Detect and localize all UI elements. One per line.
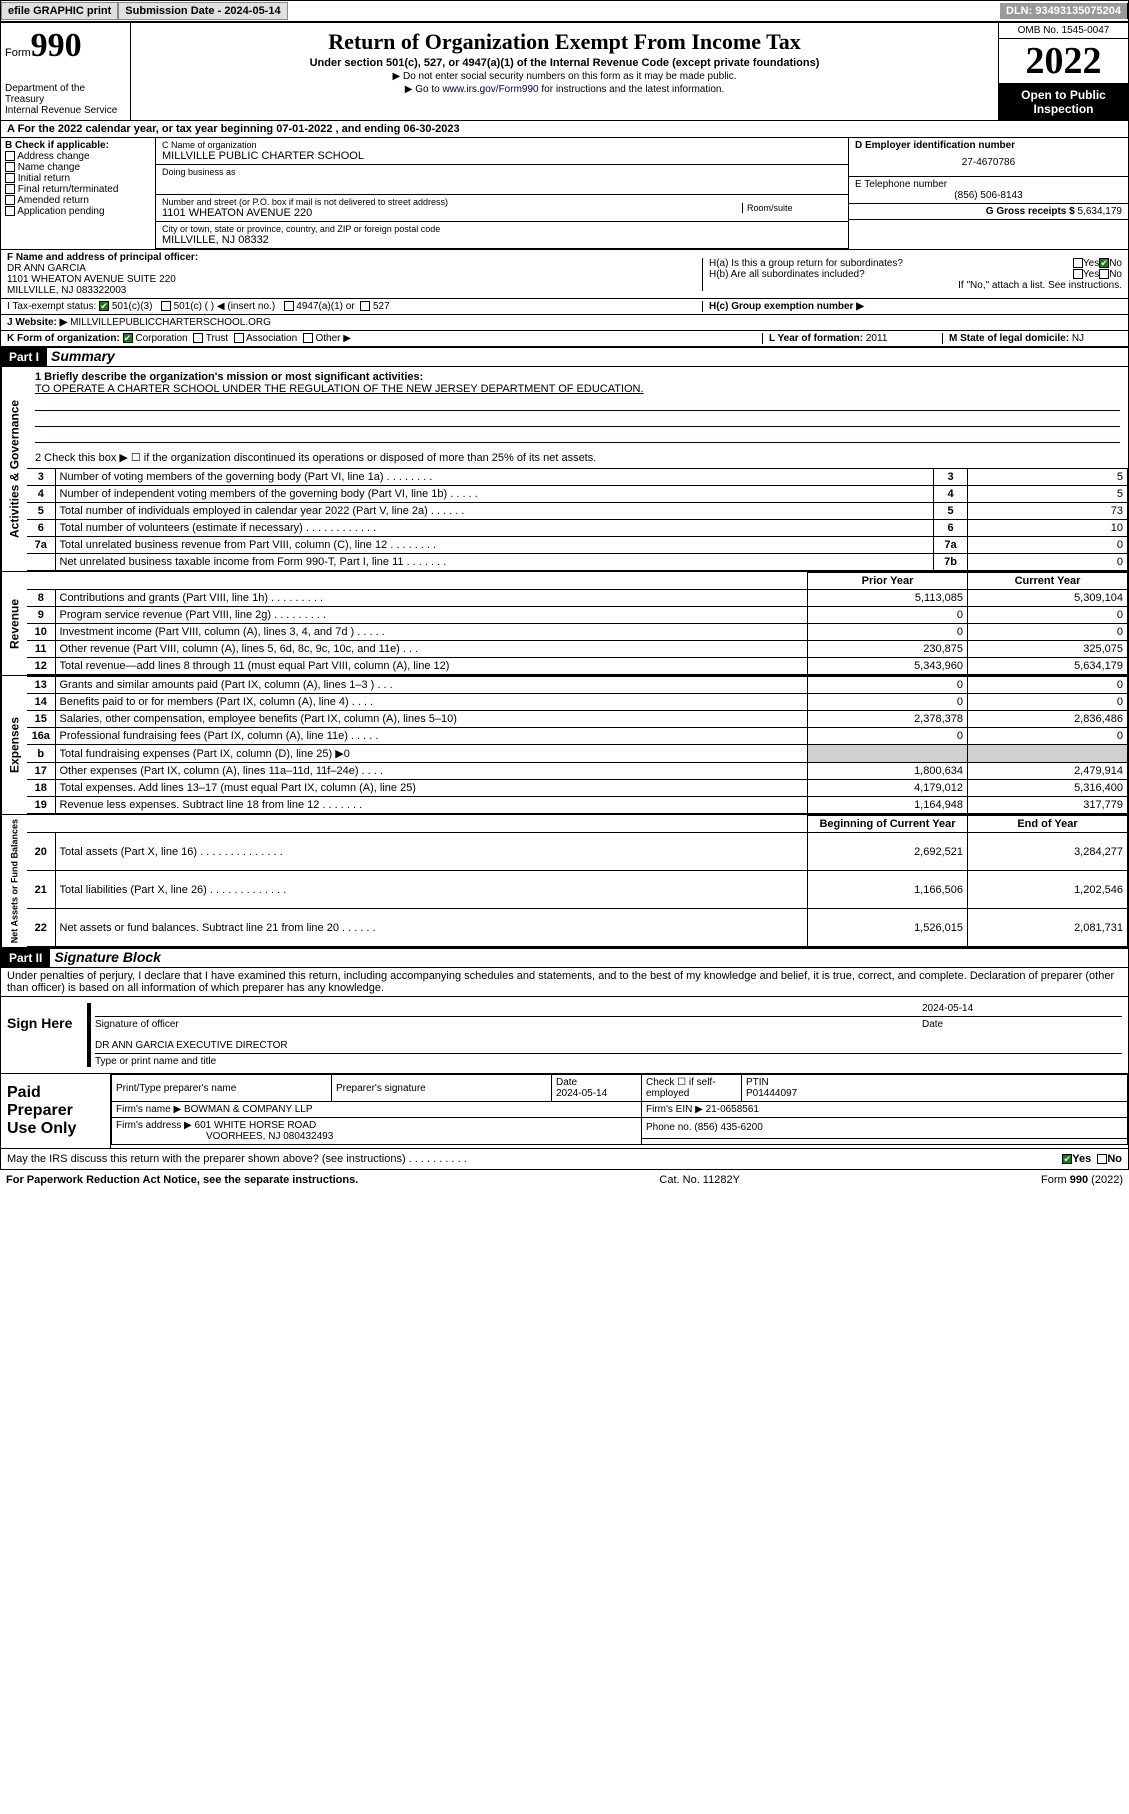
block-b: B Check if applicable: Address change Na… bbox=[1, 138, 156, 249]
irs-link[interactable]: www.irs.gov/Form990 bbox=[442, 84, 538, 95]
part-ii-header: Part IISignature Block bbox=[1, 949, 1128, 967]
paid-preparer-block: Paid Preparer Use Only Print/Type prepar… bbox=[1, 1074, 1128, 1149]
omb-number: OMB No. 1545-0047 bbox=[999, 23, 1128, 39]
row-j: J Website: ▶ MILLVILLEPUBLICCHARTERSCHOO… bbox=[1, 314, 1128, 330]
hb-yes[interactable] bbox=[1073, 269, 1083, 279]
submission-date: Submission Date - 2024-05-14 bbox=[118, 2, 287, 20]
sig-date-val: 2024-05-14 bbox=[922, 1003, 1122, 1014]
org-address: 1101 WHEATON AVENUE 220 bbox=[162, 207, 742, 219]
section-net-assets: Net Assets or Fund Balances bbox=[1, 815, 27, 947]
firm-addr1: 601 WHITE HORSE ROAD bbox=[195, 1120, 317, 1131]
hb-no[interactable] bbox=[1099, 269, 1109, 279]
form-title: Return of Organization Exempt From Incom… bbox=[135, 29, 994, 55]
form-subtitle: Under section 501(c), 527, or 4947(a)(1)… bbox=[135, 57, 994, 69]
phone: (856) 506-8143 bbox=[855, 190, 1122, 201]
discuss-no[interactable] bbox=[1097, 1154, 1107, 1164]
open-inspection: Open to Public Inspection bbox=[999, 84, 1128, 120]
dept-treasury: Department of the Treasury Internal Reve… bbox=[5, 83, 126, 116]
block-right: D Employer identification number27-46707… bbox=[848, 138, 1128, 249]
efile-button[interactable]: efile GRAPHIC print bbox=[1, 2, 118, 20]
dln: DLN: 93493135075204 bbox=[1000, 3, 1128, 19]
mission-text: TO OPERATE A CHARTER SCHOOL UNDER THE RE… bbox=[35, 383, 644, 395]
officer-name: DR ANN GARCIA bbox=[7, 263, 86, 274]
section-activities-governance: Activities & Governance bbox=[1, 367, 27, 571]
officer-sig-name: DR ANN GARCIA EXECUTIVE DIRECTOR bbox=[95, 1040, 1122, 1051]
firm-name: BOWMAN & COMPANY LLP bbox=[184, 1104, 313, 1115]
revenue-table: Prior YearCurrent Year 8Contributions an… bbox=[27, 572, 1128, 675]
gross-receipts: 5,634,179 bbox=[1078, 206, 1123, 217]
tax-year: 2022 bbox=[999, 39, 1128, 84]
q1-label: 1 Briefly describe the organization's mi… bbox=[35, 371, 423, 383]
year-formation: 2011 bbox=[866, 333, 888, 344]
page-footer: For Paperwork Reduction Act Notice, see … bbox=[0, 1170, 1129, 1190]
perjury-declaration: Under penalties of perjury, I declare th… bbox=[1, 967, 1128, 996]
block-c: C Name of organizationMILLVILLE PUBLIC C… bbox=[156, 138, 848, 249]
state-domicile: NJ bbox=[1072, 333, 1084, 344]
ein: 27-4670786 bbox=[855, 151, 1122, 174]
top-bar: efile GRAPHIC print Submission Date - 20… bbox=[0, 0, 1129, 22]
instr-ssn: ▶ Do not enter social security numbers o… bbox=[135, 71, 994, 82]
row-klm: K Form of organization: ✔ Corporation Tr… bbox=[1, 330, 1128, 348]
firm-ein: 21-0658561 bbox=[706, 1104, 759, 1115]
prep-date: 2024-05-14 bbox=[556, 1088, 607, 1099]
instr-goto-pre: ▶ Go to bbox=[405, 84, 443, 95]
q2: 2 Check this box ▶ ☐ if the organization… bbox=[27, 447, 1128, 468]
form-word: Form bbox=[5, 47, 31, 59]
instr-goto-post: for instructions and the latest informat… bbox=[539, 84, 725, 95]
sign-here-block: Sign Here 2024-05-14 Signature of office… bbox=[1, 996, 1128, 1074]
governance-table: 3Number of voting members of the governi… bbox=[27, 468, 1128, 571]
form-990: Form990 Department of the Treasury Inter… bbox=[0, 22, 1129, 1170]
ha-no[interactable]: ✔ bbox=[1099, 258, 1109, 268]
ptin: P01444097 bbox=[746, 1088, 797, 1099]
form-number: 990 bbox=[31, 27, 82, 64]
website: MILLVILLEPUBLICCHARTERSCHOOL.ORG bbox=[70, 317, 271, 328]
expenses-table: 13Grants and similar amounts paid (Part … bbox=[27, 676, 1128, 814]
org-city: MILLVILLE, NJ 08332 bbox=[162, 234, 842, 246]
row-f-h: F Name and address of principal officer:… bbox=[1, 249, 1128, 298]
firm-phone: (856) 435-6200 bbox=[694, 1122, 762, 1133]
ha-yes[interactable] bbox=[1073, 258, 1083, 268]
header-blocks: B Check if applicable: Address change Na… bbox=[1, 138, 1128, 249]
row-i-hc: I Tax-exempt status: ✔ 501(c)(3) 501(c) … bbox=[1, 298, 1128, 314]
k-corp[interactable]: ✔ bbox=[123, 333, 133, 343]
section-expenses: Expenses bbox=[1, 676, 27, 814]
section-revenue: Revenue bbox=[1, 572, 27, 675]
discuss-yes[interactable]: ✔ bbox=[1062, 1154, 1072, 1164]
section-a: A For the 2022 calendar year, or tax yea… bbox=[1, 121, 1128, 138]
net-assets-table: Beginning of Current YearEnd of Year 20T… bbox=[27, 815, 1128, 947]
part-i-header: Part ISummary bbox=[1, 348, 1128, 366]
501c3-check[interactable]: ✔ bbox=[99, 301, 109, 311]
form-header: Form990 Department of the Treasury Inter… bbox=[1, 23, 1128, 121]
firm-addr2: VOORHEES, NJ 080432493 bbox=[116, 1131, 333, 1142]
discuss-row: May the IRS discuss this return with the… bbox=[1, 1149, 1128, 1169]
org-name: MILLVILLE PUBLIC CHARTER SCHOOL bbox=[162, 150, 842, 162]
